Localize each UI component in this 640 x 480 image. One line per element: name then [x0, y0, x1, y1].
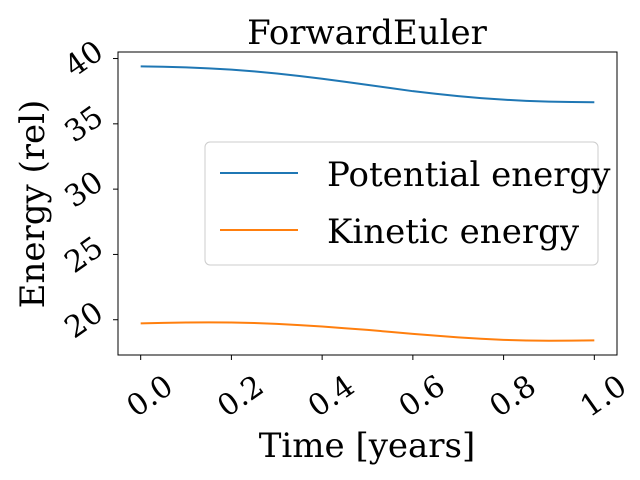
y-axis-ticks: 20 25 30 35 40 [58, 34, 118, 346]
legend-label-potential: Potential energy [327, 155, 611, 195]
x-tick-label: 0.2 [211, 369, 270, 425]
x-axis-ticks: 0.0 0.2 0.4 0.6 0.8 1.0 [120, 355, 633, 425]
plot-frame [117, 51, 618, 356]
y-tick-label: 20 [58, 295, 109, 346]
x-tick-label: 0.6 [393, 369, 452, 425]
x-tick-label: 0.4 [302, 369, 361, 425]
legend-label-kinetic: Kinetic energy [327, 212, 580, 252]
chart-title: ForwardEuler [247, 13, 488, 53]
legend: Potential energy Kinetic energy [204, 141, 611, 266]
series-lines [140, 65, 595, 342]
x-tick-label: 0.8 [483, 369, 542, 425]
x-tick-label: 0.0 [120, 369, 179, 425]
y-tick-label: 35 [58, 99, 109, 150]
y-tick-label: 40 [58, 34, 109, 85]
series-line-potential [140, 65, 595, 104]
legend-box [204, 141, 599, 266]
y-tick-label: 25 [58, 230, 109, 281]
x-tick-label: 1.0 [574, 369, 633, 425]
y-tick-label: 30 [58, 165, 109, 216]
x-axis-label: Time [years] [259, 426, 476, 466]
series-line-kinetic [140, 321, 595, 342]
y-axis-label: Energy (rel) [13, 100, 53, 309]
